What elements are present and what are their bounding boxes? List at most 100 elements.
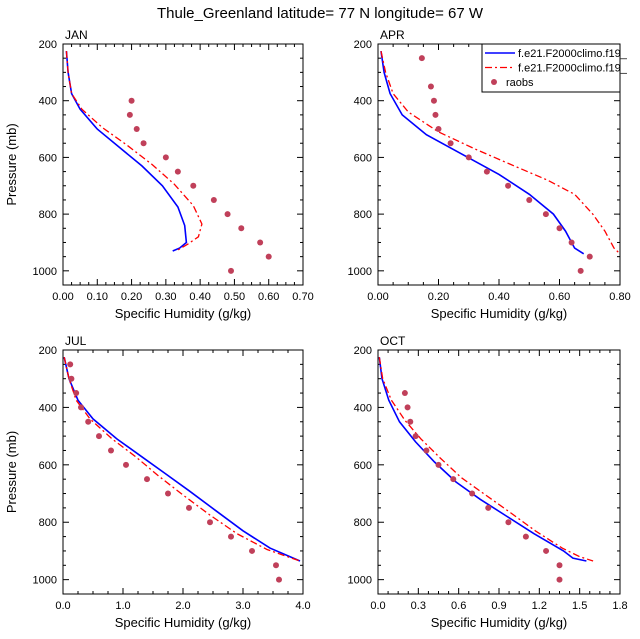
x-tick-label: 0.40	[488, 291, 509, 303]
raobs-point	[78, 404, 84, 411]
y-tick-label: 800	[354, 209, 372, 221]
x-axis-label: Specific Humidity (g/kg)	[431, 615, 568, 630]
raobs-point	[144, 476, 150, 483]
panel-apr: APR 0.00 0.20 0.40 0.60 0.80 200 400 600 800 1000 S…	[348, 28, 631, 321]
y-tick-label: 200	[39, 39, 57, 51]
x-tick-label: 0.0	[370, 600, 385, 612]
raobs-point	[427, 83, 434, 90]
legend: f.e21.F2000climo.f19_ f.e21.F2000climo.f1…	[481, 43, 628, 93]
panel-jan: JAN 0.00 0.10 0.20 0.30 0.40 0.50 0.60 0.70 200 40…	[4, 28, 314, 321]
y-tick-label: 1000	[33, 575, 57, 587]
legend-label: raobs	[506, 77, 534, 89]
y-axis-label: Pressure (mb)	[4, 431, 19, 513]
raobs-point	[542, 211, 549, 218]
raobs-point	[522, 533, 529, 540]
model-line-solid	[378, 357, 587, 562]
raobs-point	[276, 576, 282, 583]
y-tick-label: 400	[354, 96, 372, 108]
x-tick-label: 0.40	[189, 291, 210, 303]
raobs-point	[67, 361, 74, 368]
raobs-point	[207, 519, 213, 526]
raobs-point	[162, 154, 169, 161]
raobs-point	[123, 461, 129, 468]
x-tick-label: 0.00	[367, 291, 388, 303]
model-line-solid	[380, 50, 585, 255]
x-tick-label: 3.0	[235, 600, 250, 612]
panel-jul: JUL 0.0 1.0 2.0 3.0 4.0 200 400 600 800 1000 Specif…	[4, 334, 311, 630]
raobs-point	[423, 447, 430, 454]
raobs-point	[96, 433, 102, 440]
y-tick-label: 600	[39, 152, 57, 164]
y-tick-label: 600	[354, 460, 372, 472]
x-tick-label: 0.0	[55, 600, 70, 612]
plot-frame	[62, 349, 304, 595]
raobs-point	[485, 504, 492, 511]
raobs-point	[418, 55, 425, 62]
raobs-point	[165, 490, 171, 497]
x-tick-label: 1.0	[115, 600, 130, 612]
raobs-point	[568, 239, 575, 246]
legend-marker-raobs	[491, 79, 497, 85]
x-axis-label: Specific Humidity (g/kg)	[115, 615, 252, 630]
model-line-dashed	[63, 357, 301, 562]
raobs-point	[73, 390, 80, 397]
raobs-point	[586, 253, 593, 260]
x-tick-label: 1.5	[572, 600, 587, 612]
panel-oct: OCT 0.0 0.3 0.6 0.9 1.2 1.5 1.8 200 400 600 800 1000…	[348, 334, 628, 630]
raobs-point	[140, 140, 147, 147]
y-tick-label: 600	[354, 152, 372, 164]
y-tick-label: 200	[354, 345, 372, 357]
raobs-point	[556, 576, 563, 583]
raobs-point	[186, 504, 192, 511]
raobs-point	[404, 404, 411, 411]
x-tick-label: 0.60	[549, 291, 570, 303]
x-tick-label: 0.00	[52, 291, 73, 303]
raobs-point	[556, 225, 563, 232]
model-line-solid	[63, 357, 301, 562]
model-line-dashed	[380, 50, 621, 255]
raobs-point	[174, 168, 181, 175]
raobs-point	[407, 418, 414, 425]
y-tick-label: 200	[39, 345, 57, 357]
x-tick-label: 0.70	[292, 291, 313, 303]
y-tick-label: 400	[354, 402, 372, 414]
y-tick-label: 1000	[348, 575, 372, 587]
y-tick-label: 400	[39, 402, 57, 414]
raobs-point	[556, 562, 563, 569]
panel-label: JUL	[65, 334, 87, 348]
y-tick-label: 200	[354, 39, 372, 51]
y-tick-label: 800	[354, 517, 372, 529]
x-tick-label: 0.30	[155, 291, 176, 303]
raobs-point	[128, 97, 135, 104]
raobs-point	[238, 225, 245, 232]
raobs-point	[190, 182, 197, 189]
raobs-point	[249, 547, 255, 554]
x-axis-label: Specific Humidity (g/kg)	[115, 306, 252, 321]
raobs-point	[577, 267, 584, 274]
legend-label: f.e21.F2000climo.f19_	[518, 48, 628, 60]
raobs-point	[430, 97, 437, 104]
raobs-point	[505, 182, 512, 189]
x-tick-label: 2.0	[175, 600, 190, 612]
x-tick-label: 4.0	[295, 600, 310, 612]
raobs-point	[228, 533, 234, 540]
raobs-point	[543, 547, 550, 554]
raobs-point	[450, 476, 457, 483]
raobs-point	[126, 111, 133, 118]
panel-label: APR	[380, 28, 405, 42]
raobs-point	[435, 461, 442, 468]
x-tick-label: 1.8	[612, 600, 627, 612]
y-tick-label: 600	[39, 460, 57, 472]
x-tick-label: 0.80	[609, 291, 630, 303]
legend-label: f.e21.F2000climo.f19_	[518, 63, 628, 75]
raobs-point	[401, 390, 408, 397]
x-tick-label: 0.20	[428, 291, 449, 303]
y-tick-label: 400	[39, 96, 57, 108]
figure-title: Thule_Greenland latitude= 77 N longitude…	[157, 5, 484, 22]
y-tick-label: 1000	[348, 266, 372, 278]
raobs-point	[228, 267, 234, 274]
raobs-point	[257, 239, 264, 246]
plot-frame	[62, 43, 304, 286]
raobs-point	[526, 196, 533, 203]
